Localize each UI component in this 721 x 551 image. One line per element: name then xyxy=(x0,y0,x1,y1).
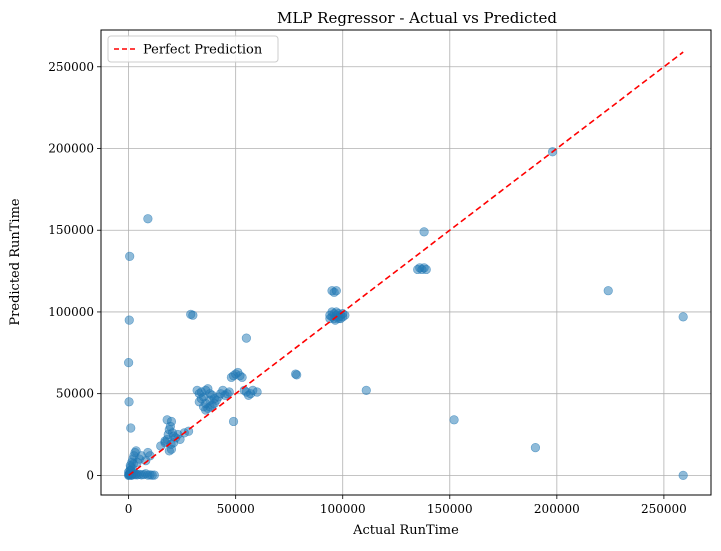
data-point xyxy=(183,426,194,436)
y-axis-label: Predicted RunTime xyxy=(8,198,23,325)
x-axis-label: Actual RunTime xyxy=(352,523,459,538)
data-point xyxy=(162,415,172,425)
y-tick-label: 0 xyxy=(86,468,94,482)
data-point xyxy=(421,264,431,275)
data-point xyxy=(228,416,239,427)
data-point xyxy=(124,358,134,368)
grid-layer xyxy=(101,30,711,495)
data-point xyxy=(124,315,134,325)
x-tick-label: 150000 xyxy=(427,502,473,516)
points-layer xyxy=(124,147,688,480)
y-tick-label: 100000 xyxy=(48,305,94,319)
plot-frame xyxy=(100,29,712,496)
x-tick-label: 200000 xyxy=(534,502,580,516)
data-point xyxy=(143,214,153,224)
perfect-prediction-line xyxy=(128,51,684,477)
data-point xyxy=(149,470,159,480)
data-point xyxy=(128,459,138,469)
data-point xyxy=(361,385,371,395)
y-tick-label: 50000 xyxy=(56,387,94,401)
data-point xyxy=(124,397,134,407)
x-tick-label: 100000 xyxy=(320,502,366,516)
data-point xyxy=(338,308,348,319)
data-point xyxy=(241,333,251,343)
x-tick-label: 0 xyxy=(125,502,133,516)
data-point xyxy=(603,286,613,296)
data-point xyxy=(530,443,541,453)
data-point xyxy=(678,312,688,322)
data-point xyxy=(237,372,247,382)
legend: Perfect Prediction xyxy=(107,35,279,63)
x-tick-label: 250000 xyxy=(641,502,687,516)
data-point xyxy=(186,309,196,319)
data-point xyxy=(678,470,688,480)
data-point xyxy=(449,415,459,425)
data-point xyxy=(330,315,340,325)
tick-layer: 0 50000 100000 150000 200000 250000 0 50000 1000… xyxy=(48,60,687,516)
data-point xyxy=(125,251,135,261)
y-tick-label: 150000 xyxy=(48,223,94,237)
data-point xyxy=(252,387,262,397)
reference-line-layer xyxy=(128,51,684,477)
data-point xyxy=(331,286,341,296)
data-point xyxy=(292,370,302,380)
data-point xyxy=(209,393,219,404)
chart-title: MLP Regressor - Actual vs Predicted xyxy=(277,9,557,27)
legend-label-perfect-prediction: Perfect Prediction xyxy=(143,43,263,58)
data-point xyxy=(224,387,234,397)
data-point xyxy=(419,227,429,237)
data-point xyxy=(166,439,176,449)
legend-box xyxy=(107,35,279,63)
x-tick-label: 50000 xyxy=(217,502,255,516)
data-point xyxy=(126,423,136,433)
y-tick-label: 200000 xyxy=(48,141,94,155)
y-tick-label: 250000 xyxy=(48,60,94,74)
